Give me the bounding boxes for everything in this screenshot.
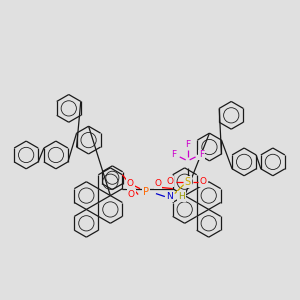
Text: F: F (199, 151, 204, 160)
Text: O: O (154, 179, 161, 188)
Text: O: O (127, 179, 134, 188)
Text: P: P (143, 187, 149, 196)
Text: F: F (171, 151, 176, 160)
Text: O: O (128, 190, 135, 199)
Text: H: H (178, 192, 185, 201)
Text: S: S (184, 177, 191, 187)
Text: O: O (200, 177, 207, 186)
Text: F: F (185, 140, 190, 148)
Text: O: O (166, 177, 173, 186)
Text: N: N (167, 192, 173, 201)
